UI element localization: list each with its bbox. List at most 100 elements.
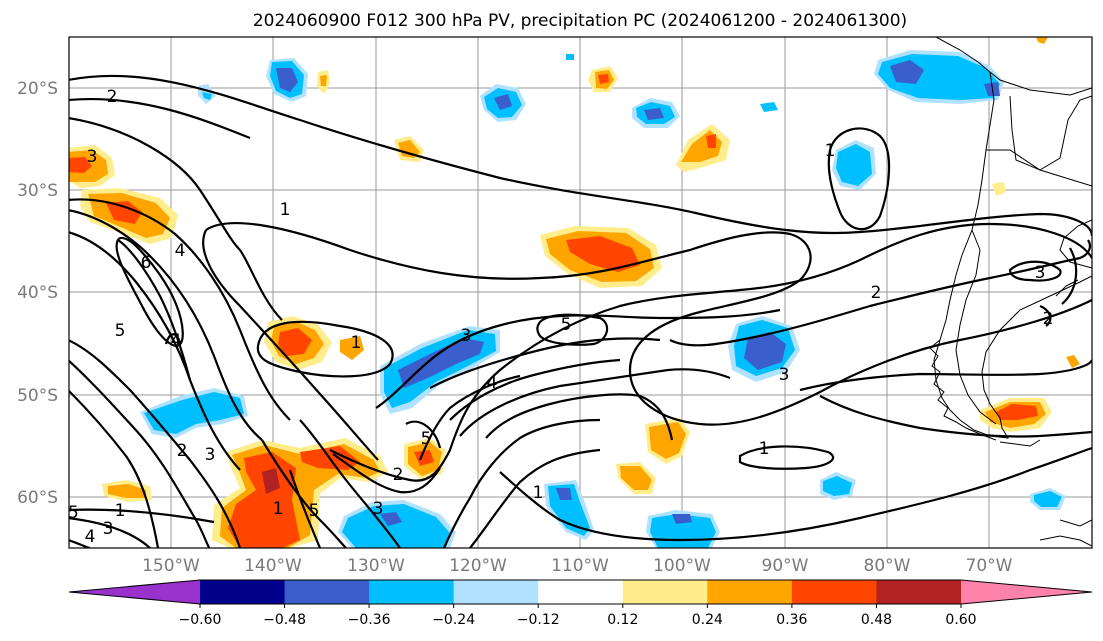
lon-label: 110°W [551,556,609,576]
pv-contour [256,320,394,378]
pv-contour [69,508,215,524]
colorbar-tick-label: −0.24 [432,612,475,628]
coastline-fjords [929,339,997,441]
lon-label: 100°W [653,556,711,576]
pv-contour [117,239,192,381]
colorbar-extend-max [961,580,1092,604]
pv-contour [164,333,182,345]
contour-label: 3 [373,499,384,519]
lat-label: 50°S [17,386,58,406]
negative-patch [820,472,856,500]
contour-label: 1 [351,333,362,353]
contour-label: 6 [141,253,152,273]
pv-contour [69,339,242,548]
colorbar-tick-label: −0.12 [517,612,560,628]
pv-contours [69,74,1092,548]
positive-patch [404,438,446,480]
positive-patch [676,124,730,172]
negative-patch [544,480,594,540]
colorbar-cell [453,580,539,604]
contour-label: 5 [115,321,126,341]
pv-contour [69,198,291,421]
lon-label: 70°W [966,556,1013,576]
contour-label: 3 [1035,263,1046,283]
colorbar-cell [876,580,962,604]
contour-label: 1 [825,141,836,161]
contour-label: 2 [393,465,404,485]
lon-label: 140°W [244,556,302,576]
positive-patch [69,145,115,188]
pv-contour [69,231,241,471]
contour-label: 4 [487,373,498,393]
coastline-atlantic [1059,219,1092,269]
negative-patch [646,510,720,548]
pv-contour [205,222,1092,426]
pv-contour [499,446,1092,542]
colorbar-cell [622,580,708,604]
border [989,71,1092,96]
colorbar-cell [369,580,455,604]
pv-contour [69,98,251,140]
colorbar: −0.60 −0.48 −0.36 −0.24 −0.12 0.12 0.24 0.36 0.4… [68,579,1093,628]
lat-label: 60°S [17,488,58,508]
colorbar-cell [791,580,877,604]
border [986,149,1092,187]
colorbar-tick-label: 0.48 [861,612,892,628]
pv-contour [738,445,835,470]
negative-patch [1030,488,1066,510]
pv-contour [115,236,184,348]
contour-label: 4 [85,527,96,547]
positive-patch [588,66,618,92]
contour-label: 2 [871,283,882,303]
precip-positive-patches [69,37,1080,548]
positive-patch [645,418,690,464]
lon-label: 130°W [347,556,405,576]
colorbar-tick-label: 0.24 [692,612,723,628]
pv-contour [405,420,442,449]
pv-contour [69,209,263,441]
pv-contour [827,127,891,231]
positive-patch [992,37,1080,368]
pv-contour [469,448,601,548]
positive-patch [540,226,662,288]
pv-contour [819,395,1092,438]
contour-label: 3 [205,445,216,465]
graticule [69,37,1092,548]
lat-label: 30°S [17,181,58,201]
contour-label: 5 [561,315,572,335]
border-andes [955,229,997,425]
colorbar-cell [538,580,624,604]
contour-label: 3 [103,519,114,539]
contour-label: 1 [533,483,544,503]
pv-contour [288,469,322,548]
colorbar-tick-label: −0.48 [263,612,306,628]
contour-labels: 2 1 4 6 5 4 1 3 4 5 1 3 5 2 3 1 3 2 1 2 … [69,87,1054,547]
map-frame [68,36,1093,549]
contour-label: 2 [1043,309,1054,329]
contour-label: 1 [115,501,126,521]
lon-label: 90°W [762,556,809,576]
negative-patch [728,316,800,382]
coastline-south-america [933,37,1092,439]
contour-label: 1 [759,439,770,459]
coastlines [929,37,1092,547]
map-area: 2 1 4 6 5 4 1 3 4 5 1 3 5 2 3 1 3 2 1 2 … [69,37,1092,548]
pv-contour [202,229,379,461]
pv-contour [669,239,1091,347]
contour-label: 3 [779,365,790,385]
positive-patch [102,480,152,502]
colorbar-cell [707,580,793,604]
negative-patch [338,500,456,548]
negative-patch [480,84,526,122]
pv-contour [442,418,601,548]
colorbar-tick-label: 0.36 [776,612,807,628]
negative-patch [874,50,1004,104]
contour-label: 1 [280,200,291,220]
pv-contour [485,393,674,441]
coastline-tierra-del-fuego [999,439,1041,447]
colorbar-cell [200,580,286,604]
negative-patch [632,98,680,128]
contour-label: 4 [171,331,182,351]
